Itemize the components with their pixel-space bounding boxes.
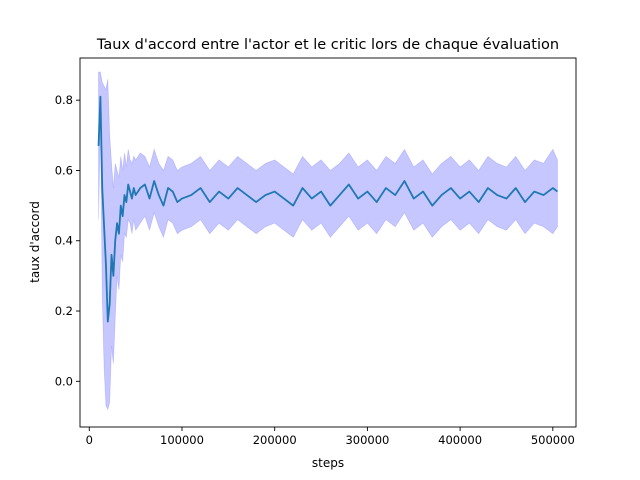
y-tick-label: 0.8 [55,93,73,107]
y-tick-label: 0.2 [55,304,73,318]
y-tick-label: 0.0 [55,374,73,388]
x-tick-label: 400000 [438,433,482,447]
series-0-line [97,95,559,323]
x-axis-label: steps [312,456,344,470]
series-0-band [98,71,558,411]
x-tick-label: 100000 [160,433,204,447]
x-tick-label: 300000 [345,433,389,447]
y-tick-label: 0.6 [55,163,73,177]
x-axis: 0 100000 200000 300000 400000 500000 [86,427,575,447]
y-tick-label: 0.4 [55,234,73,248]
x-tick-label: 200000 [253,433,297,447]
x-tick-label: 500000 [531,433,575,447]
plot-area [97,71,559,411]
y-axis: 0.0 0.2 0.4 0.6 0.8 [55,93,80,388]
chart-title: Taux d'accord entre l'actor et le critic… [96,37,559,53]
x-tick-label: 0 [86,433,93,447]
plot-frame [79,57,577,428]
y-axis-label: taux d'accord [28,201,42,283]
